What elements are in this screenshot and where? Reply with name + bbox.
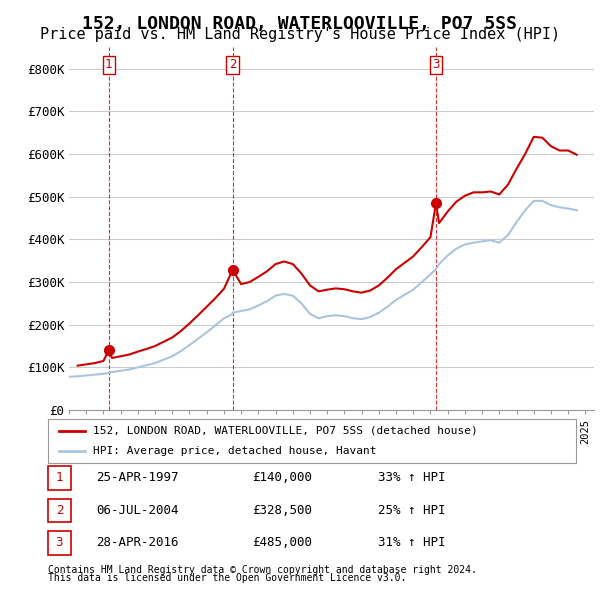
Text: 1: 1: [105, 58, 113, 71]
Text: £140,000: £140,000: [252, 471, 312, 484]
Text: 1: 1: [56, 471, 63, 484]
Text: 33% ↑ HPI: 33% ↑ HPI: [378, 471, 445, 484]
Text: 2: 2: [229, 58, 236, 71]
Text: 152, LONDON ROAD, WATERLOOVILLE, PO7 5SS (detached house): 152, LONDON ROAD, WATERLOOVILLE, PO7 5SS…: [93, 426, 478, 436]
Text: This data is licensed under the Open Government Licence v3.0.: This data is licensed under the Open Gov…: [48, 573, 406, 583]
Text: 28-APR-2016: 28-APR-2016: [96, 536, 179, 549]
Text: 2: 2: [56, 504, 63, 517]
Text: £328,500: £328,500: [252, 504, 312, 517]
Text: 31% ↑ HPI: 31% ↑ HPI: [378, 536, 445, 549]
Text: Price paid vs. HM Land Registry's House Price Index (HPI): Price paid vs. HM Land Registry's House …: [40, 27, 560, 41]
Text: 25-APR-1997: 25-APR-1997: [96, 471, 179, 484]
Text: HPI: Average price, detached house, Havant: HPI: Average price, detached house, Hava…: [93, 446, 376, 456]
Text: £485,000: £485,000: [252, 536, 312, 549]
Text: 152, LONDON ROAD, WATERLOOVILLE, PO7 5SS: 152, LONDON ROAD, WATERLOOVILLE, PO7 5SS: [83, 15, 517, 33]
Text: 3: 3: [56, 536, 63, 549]
Text: Contains HM Land Registry data © Crown copyright and database right 2024.: Contains HM Land Registry data © Crown c…: [48, 565, 477, 575]
Text: 25% ↑ HPI: 25% ↑ HPI: [378, 504, 445, 517]
Text: 3: 3: [432, 58, 440, 71]
Text: 06-JUL-2004: 06-JUL-2004: [96, 504, 179, 517]
